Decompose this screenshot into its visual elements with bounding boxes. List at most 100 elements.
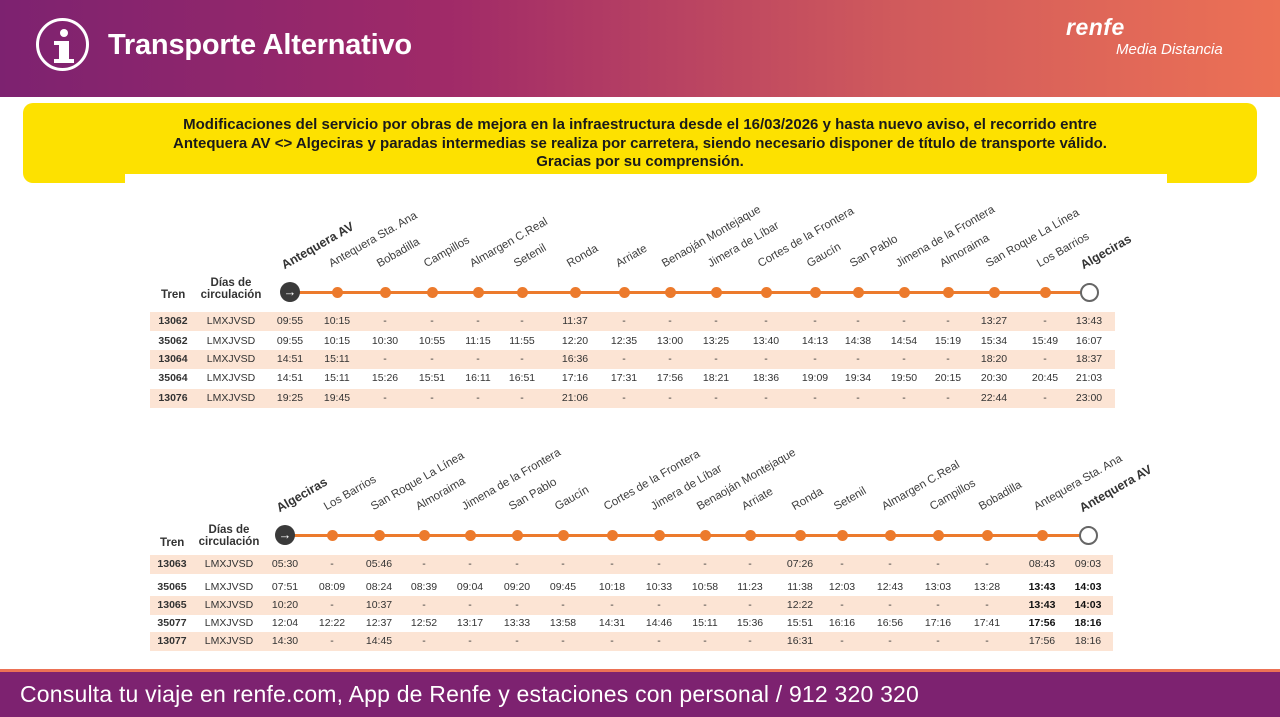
time-cell: - xyxy=(902,315,906,327)
table-row: 35064 LMXJVSD 14:51 15:11 15:26 15:51 16:11 16:… xyxy=(150,369,1115,388)
time-cell: 20:30 xyxy=(980,372,1008,384)
time-cell: 05:30 xyxy=(271,558,299,570)
time-cell: 17:31 xyxy=(610,372,638,384)
time-cell: - xyxy=(985,558,989,570)
time-cell: 19:34 xyxy=(844,372,872,384)
time-cell: - xyxy=(703,558,707,570)
station-label: Gaucín xyxy=(553,484,592,513)
time-cell: 15:34 xyxy=(980,335,1008,347)
station-label: Setenil xyxy=(832,485,869,513)
time-cell: 16:07 xyxy=(1075,335,1103,347)
time-cell: 08:39 xyxy=(410,581,438,593)
time-cell: 16:56 xyxy=(876,617,904,629)
time-cell: 15:11 xyxy=(692,617,718,629)
station-label: Los Barrios xyxy=(322,473,379,513)
time-cell: - xyxy=(515,635,519,647)
time-cell: - xyxy=(383,315,387,327)
time-cell: 14:30 xyxy=(271,635,299,647)
header-banner: Transporte Alternativo renfe Media Dista… xyxy=(0,0,1280,97)
time-cell: 09:45 xyxy=(549,581,577,593)
time-cell: - xyxy=(657,599,661,611)
time-cell: - xyxy=(561,599,565,611)
time-cell: - xyxy=(856,353,860,365)
time-cell: 12:22 xyxy=(318,617,346,629)
time-cell: 08:09 xyxy=(318,581,346,593)
time-cell: - xyxy=(813,315,817,327)
time-cell: - xyxy=(468,635,472,647)
time-cell: 18:36 xyxy=(752,372,780,384)
time-cell: - xyxy=(936,635,940,647)
stop-dot xyxy=(569,287,581,298)
station-label: Ronda xyxy=(790,485,826,513)
train-number: 35065 xyxy=(157,581,187,593)
footer-bar: Consulta tu viaje en renfe.com, App de R… xyxy=(0,669,1280,717)
time-cell: - xyxy=(946,315,950,327)
time-cell: 12:43 xyxy=(876,581,904,593)
time-cell: 11:15 xyxy=(465,335,491,347)
time-cell: - xyxy=(430,315,434,327)
stop-dot xyxy=(809,287,821,298)
time-cell: 13:58 xyxy=(549,617,577,629)
train-number: 13065 xyxy=(157,599,187,611)
time-cell: 17:56 xyxy=(1028,617,1056,629)
time-cell: 18:21 xyxy=(702,372,730,384)
time-cell: - xyxy=(985,635,989,647)
time-cell: 14:31 xyxy=(598,617,626,629)
time-cell: - xyxy=(383,353,387,365)
time-cell: 10:30 xyxy=(371,335,399,347)
time-cell: - xyxy=(657,558,661,570)
train-number: 13076 xyxy=(158,392,188,404)
notice-line: Modificaciones del servicio por obras de… xyxy=(183,116,1097,133)
time-cell: 14:45 xyxy=(365,635,393,647)
train-number: 35077 xyxy=(157,617,187,629)
days-of-service: LMXJVSD xyxy=(206,335,256,347)
time-cell: - xyxy=(748,558,752,570)
time-cell: 09:20 xyxy=(503,581,531,593)
stop-dot xyxy=(331,287,343,298)
time-cell: 19:09 xyxy=(801,372,829,384)
time-cell: 11:37 xyxy=(562,315,588,327)
stop-dot xyxy=(988,287,1000,298)
time-cell: 19:45 xyxy=(323,392,351,404)
time-cell: - xyxy=(668,392,672,404)
time-cell: - xyxy=(330,635,334,647)
table-row: 13076 LMXJVSD 19:25 19:45 - - - - 21:06 - - - - - - - - 2… xyxy=(150,389,1115,408)
time-cell: 16:36 xyxy=(561,353,589,365)
column-header-days: Días de circulación xyxy=(189,524,269,548)
notice-text: Modificaciones del servicio por obras de… xyxy=(23,116,1257,172)
train-number: 13063 xyxy=(157,558,187,570)
train-number: 13064 xyxy=(158,353,188,365)
time-cell: - xyxy=(520,392,524,404)
time-cell: - xyxy=(430,392,434,404)
brand-subtitle: Media Distancia xyxy=(1116,41,1223,58)
time-cell: 12:03 xyxy=(828,581,856,593)
time-cell: 13:40 xyxy=(752,335,780,347)
time-cell: - xyxy=(946,353,950,365)
stop-dot xyxy=(373,530,385,541)
time-cell: 19:50 xyxy=(890,372,918,384)
time-cell: - xyxy=(714,353,718,365)
time-cell: - xyxy=(840,635,844,647)
time-cell: 17:16 xyxy=(561,372,589,384)
time-cell: - xyxy=(1043,392,1047,404)
station-label: Almargen C.Real xyxy=(880,458,962,513)
stop-dot xyxy=(464,530,476,541)
time-cell: - xyxy=(985,599,989,611)
route-line xyxy=(290,291,1089,294)
time-cell: - xyxy=(515,558,519,570)
time-cell: - xyxy=(703,599,707,611)
service-notice: Modificaciones del servicio por obras de… xyxy=(23,103,1257,183)
time-cell: 19:25 xyxy=(276,392,304,404)
timetable-outbound: Tren Días de circulación → Antequera AV Anteq… xyxy=(0,0,1280,408)
time-cell: 15:11 xyxy=(324,372,350,384)
stop-dot xyxy=(794,530,806,541)
stop-dot xyxy=(653,530,665,541)
time-cell: - xyxy=(430,353,434,365)
time-cell: 13:28 xyxy=(973,581,1001,593)
stop-dot xyxy=(606,530,618,541)
time-cell: 10:37 xyxy=(365,599,393,611)
stop-dot xyxy=(1039,287,1051,298)
table-row: 13064 LMXJVSD 14:51 15:11 - - - - 16:36 - - - - - - - - 1… xyxy=(150,350,1115,369)
time-cell: - xyxy=(657,635,661,647)
time-cell: 14:54 xyxy=(890,335,918,347)
